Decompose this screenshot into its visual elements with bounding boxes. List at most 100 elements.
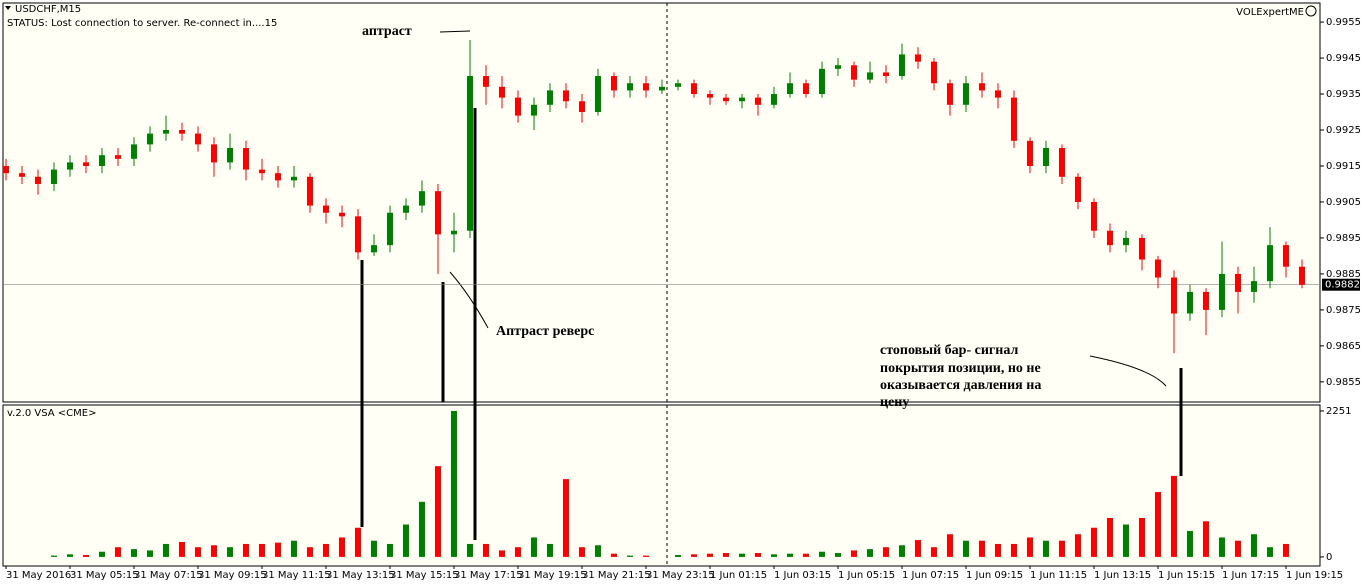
candle-body xyxy=(963,83,969,105)
x-tick-label: 1 Jun 15:15 xyxy=(1158,570,1215,581)
volume-bar xyxy=(1043,540,1049,557)
current-price-label: 0.9882 xyxy=(1325,280,1360,291)
volume-bar xyxy=(307,547,313,557)
candle-body xyxy=(1011,97,1017,141)
x-tick-label: 31 May 23:15 xyxy=(646,570,715,581)
y-tick-label: 0.9865 xyxy=(1326,341,1361,352)
volume-bar xyxy=(1011,543,1017,557)
x-tick-label: 31 May 2016 xyxy=(6,570,71,581)
x-tick-label: 31 May 21:15 xyxy=(582,570,651,581)
candle-body xyxy=(483,76,489,87)
volume-bar xyxy=(707,553,713,557)
candle-body xyxy=(1299,266,1305,285)
volume-bar xyxy=(547,543,553,557)
y-tick-label: 0.9915 xyxy=(1326,161,1361,172)
volume-bar xyxy=(867,549,873,557)
candle-body xyxy=(1235,273,1241,292)
y-tick-label: 0.9925 xyxy=(1326,125,1361,136)
candle-body xyxy=(1107,230,1113,246)
candle-body xyxy=(3,165,9,174)
volume-bar xyxy=(1171,475,1177,557)
volume-bar xyxy=(1091,527,1097,557)
volume-bar xyxy=(195,547,201,557)
volume-bar xyxy=(403,524,409,557)
candle-body xyxy=(163,130,169,134)
volume-bar xyxy=(467,543,473,557)
candle-body xyxy=(403,205,409,213)
volume-bar xyxy=(179,542,185,557)
annotation: аптраст xyxy=(362,24,412,39)
y-tick-label: 0.9885 xyxy=(1326,269,1361,280)
candle-body xyxy=(371,245,377,253)
x-tick-label: 1 Jun 03:15 xyxy=(774,570,831,581)
candle-body xyxy=(387,212,393,246)
volume-bar xyxy=(819,551,825,557)
volume-bar xyxy=(691,554,697,557)
volume-bar xyxy=(243,543,249,557)
annotation-curves xyxy=(439,30,1167,387)
candle-body xyxy=(771,94,777,105)
volume-bar xyxy=(1251,534,1257,557)
expert-icon xyxy=(1305,5,1317,17)
volume-bar xyxy=(1267,547,1273,557)
volume-bar xyxy=(979,540,985,557)
candle-body xyxy=(851,65,857,80)
candle-body xyxy=(419,191,425,206)
volume-bar xyxy=(611,553,617,557)
candle-body xyxy=(803,83,809,95)
volume-bar xyxy=(1187,530,1193,557)
volume-bar xyxy=(1075,534,1081,557)
annotation: Аптраст реверс xyxy=(496,324,594,339)
candle-body xyxy=(83,162,89,166)
candle-body xyxy=(451,230,457,235)
volume-bar xyxy=(771,554,777,557)
status: STATUS: Lost connection to server. Re-co… xyxy=(7,18,277,29)
candle-body xyxy=(899,54,905,77)
volume-bar xyxy=(51,555,57,557)
candle-body xyxy=(867,72,873,80)
candle-body xyxy=(563,90,569,102)
volume-bar xyxy=(147,550,153,557)
y-tick-label: 0.9875 xyxy=(1326,305,1361,316)
candle-body xyxy=(115,155,121,159)
y-tick-label: 0.9935 xyxy=(1326,89,1361,100)
candle-body xyxy=(307,176,313,206)
volume-bar xyxy=(579,547,585,557)
candle-body xyxy=(883,72,889,77)
x-tick-label: 1 Jun 17:15 xyxy=(1222,570,1279,581)
volume-bar xyxy=(1123,524,1129,557)
candle-body xyxy=(691,83,697,95)
volume-bar xyxy=(947,534,953,557)
candle-body xyxy=(707,94,713,98)
candle-body xyxy=(1187,291,1193,314)
candle-body xyxy=(1027,140,1033,166)
volume-bar xyxy=(83,554,89,557)
x-tick-label: 1 Jun 13:15 xyxy=(1094,570,1151,581)
candle-body xyxy=(947,83,953,105)
volume-bar xyxy=(227,547,233,557)
x-tick-label: 1 Jun 19:15 xyxy=(1286,570,1343,581)
x-tick-label: 31 May 17:15 xyxy=(454,570,523,581)
y-tick-label: 0 xyxy=(1326,552,1332,563)
volume-bar xyxy=(595,545,601,557)
volume-bar xyxy=(163,543,169,557)
candle-body xyxy=(211,144,217,163)
candle-body xyxy=(1075,176,1081,202)
current-price-box xyxy=(1322,278,1360,291)
volume-bar xyxy=(387,543,393,557)
x-tick-label: 1 Jun 09:15 xyxy=(966,570,1023,581)
candle-body xyxy=(195,133,201,145)
candle-body xyxy=(179,130,185,134)
candle-body xyxy=(755,97,761,105)
volume-bar xyxy=(451,410,457,557)
candle-body xyxy=(979,83,985,91)
annotation: цену xyxy=(880,395,909,410)
candle-body xyxy=(99,155,105,166)
candle-body xyxy=(1059,147,1065,177)
candle-body xyxy=(739,97,745,102)
x-tick-label: 1 Jun 11:15 xyxy=(1030,570,1087,581)
x-tick-label: 1 Jun 01:15 xyxy=(710,570,767,581)
volume-bar xyxy=(1139,518,1145,557)
volume-bar xyxy=(723,553,729,557)
volume-bar xyxy=(211,545,217,557)
